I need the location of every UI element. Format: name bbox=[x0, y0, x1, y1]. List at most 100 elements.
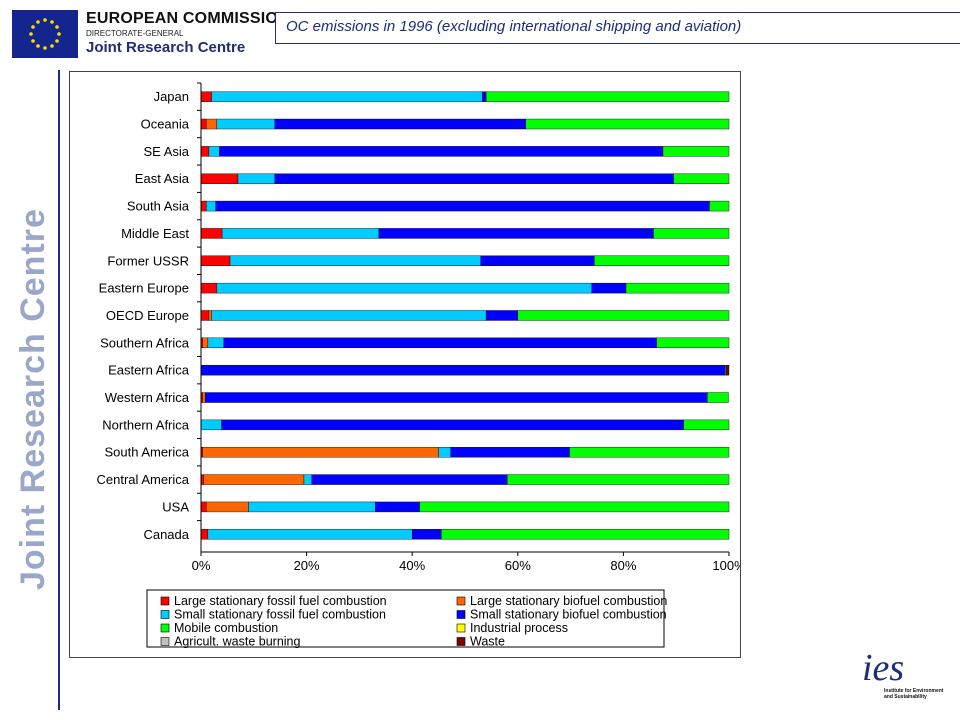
legend-label: Mobile combustion bbox=[174, 621, 278, 635]
bar-segment bbox=[221, 419, 684, 431]
bar-segment bbox=[591, 282, 627, 294]
bar-segment bbox=[200, 228, 223, 239]
legend-swatch bbox=[456, 637, 466, 646]
bar-segment bbox=[200, 146, 210, 157]
bar-segment bbox=[375, 501, 420, 513]
title-bar bbox=[275, 12, 960, 44]
bar-segment bbox=[206, 200, 216, 212]
legend-label: Small stationary fossil fuel combustion bbox=[174, 608, 386, 622]
bar-segment bbox=[202, 337, 209, 349]
legend-swatch bbox=[456, 596, 466, 606]
legend-label: Large stationary fossil fuel combustion bbox=[174, 594, 387, 608]
bar-segment bbox=[507, 474, 730, 485]
bar-segment bbox=[482, 91, 487, 102]
legend-label: Agricult. waste burning bbox=[174, 635, 301, 649]
bar-segment bbox=[438, 447, 451, 458]
bar-segment bbox=[200, 118, 207, 130]
bar-segment bbox=[200, 364, 726, 376]
x-tick-label: 20% bbox=[294, 558, 320, 573]
bar-segment bbox=[216, 118, 276, 130]
bar-segment bbox=[202, 392, 206, 403]
category-label: Japan bbox=[154, 89, 189, 104]
legend-swatch bbox=[456, 610, 466, 619]
category-label: SE Asia bbox=[143, 144, 189, 159]
category-label: Middle East bbox=[121, 226, 189, 241]
legend-swatch bbox=[456, 623, 466, 633]
category-label: Southern Africa bbox=[100, 335, 190, 350]
bar-segment bbox=[248, 501, 376, 513]
x-tick-label: 0% bbox=[192, 558, 211, 573]
bar-segment bbox=[208, 310, 212, 321]
bar-segment bbox=[206, 501, 249, 513]
stacked-bar-chart: Japan Oceania SE Asia East Asia South Asia Mi… bbox=[97, 82, 740, 649]
bar-segment bbox=[683, 419, 730, 431]
bar-segment bbox=[205, 392, 708, 403]
category-label: South Asia bbox=[127, 199, 190, 214]
category-label: Oceania bbox=[141, 117, 190, 132]
bar-segment bbox=[412, 529, 442, 540]
bar-segment bbox=[200, 501, 207, 513]
legend-swatch bbox=[160, 610, 170, 619]
legend-label: Waste bbox=[470, 635, 505, 649]
bar-segment bbox=[656, 337, 730, 349]
x-tick-label: 40% bbox=[399, 558, 425, 573]
bar-segment bbox=[450, 447, 570, 458]
bar-segment bbox=[200, 529, 209, 540]
centre-label: Joint Research Centre bbox=[86, 39, 246, 56]
category-label: South America bbox=[104, 445, 189, 460]
bar-segment bbox=[200, 282, 218, 294]
bar-segment bbox=[223, 337, 657, 349]
chart-frame: Japan Oceania SE Asia East Asia South Asia Mi… bbox=[69, 71, 741, 658]
side-divider bbox=[58, 70, 60, 710]
bar-segment bbox=[211, 91, 483, 102]
bar-segment bbox=[219, 146, 664, 157]
bar-segment bbox=[206, 118, 218, 130]
bar-segment bbox=[200, 255, 231, 266]
org-title: EUROPEAN COMMISSION bbox=[86, 10, 290, 27]
bar-segment bbox=[709, 200, 730, 212]
directorate-label: DIRECTORATE-GENERAL bbox=[86, 29, 184, 38]
bar-segment bbox=[311, 474, 508, 485]
x-tick-label: 60% bbox=[505, 558, 531, 573]
bar-segment bbox=[662, 146, 730, 157]
bar-segment bbox=[707, 392, 729, 403]
bar-segment bbox=[200, 173, 239, 184]
side-vertical-text: Joint Research Centre bbox=[14, 208, 52, 590]
eu-stars-icon bbox=[29, 18, 61, 50]
ies-logo: ies bbox=[862, 647, 952, 693]
category-label: USA bbox=[162, 499, 189, 514]
ies-subtitle: Institute for Environment and Sustainabi… bbox=[884, 688, 944, 700]
bar-segment bbox=[485, 310, 518, 321]
bar-segment bbox=[485, 91, 730, 102]
category-label: East Asia bbox=[135, 171, 190, 186]
bar-segment bbox=[200, 310, 210, 321]
slide-title: OC emissions in 1996 (excluding internat… bbox=[286, 18, 742, 35]
bar-segment bbox=[525, 118, 730, 130]
bar-segment bbox=[237, 173, 276, 184]
bar-segment bbox=[202, 447, 439, 458]
bar-segment bbox=[208, 146, 220, 157]
bar-segment bbox=[200, 419, 222, 431]
category-label: Former USSR bbox=[107, 253, 189, 268]
bar-segment bbox=[211, 310, 487, 321]
bar-segment bbox=[480, 255, 595, 266]
legend-box bbox=[146, 589, 665, 648]
ies-logo-text: ies bbox=[862, 648, 904, 688]
category-label: Northern Africa bbox=[102, 417, 189, 432]
bar-segment bbox=[569, 447, 730, 458]
category-label: Western Africa bbox=[105, 390, 190, 405]
bar-segment bbox=[441, 529, 730, 540]
bar-segment bbox=[207, 529, 413, 540]
bar-segment bbox=[200, 91, 212, 102]
legend-swatch bbox=[160, 596, 170, 606]
legend-swatch bbox=[160, 623, 170, 633]
bar-segment bbox=[274, 118, 526, 130]
bar-segment bbox=[274, 173, 674, 184]
bar-segment bbox=[200, 200, 207, 212]
bar-segment bbox=[653, 228, 730, 239]
legend-label: Small stationary biofuel combustion bbox=[470, 608, 667, 622]
bar-segment bbox=[303, 474, 313, 485]
bar-segment bbox=[215, 200, 710, 212]
bar-segment bbox=[726, 364, 730, 376]
legend-label: Large stationary biofuel combustion bbox=[470, 594, 667, 608]
